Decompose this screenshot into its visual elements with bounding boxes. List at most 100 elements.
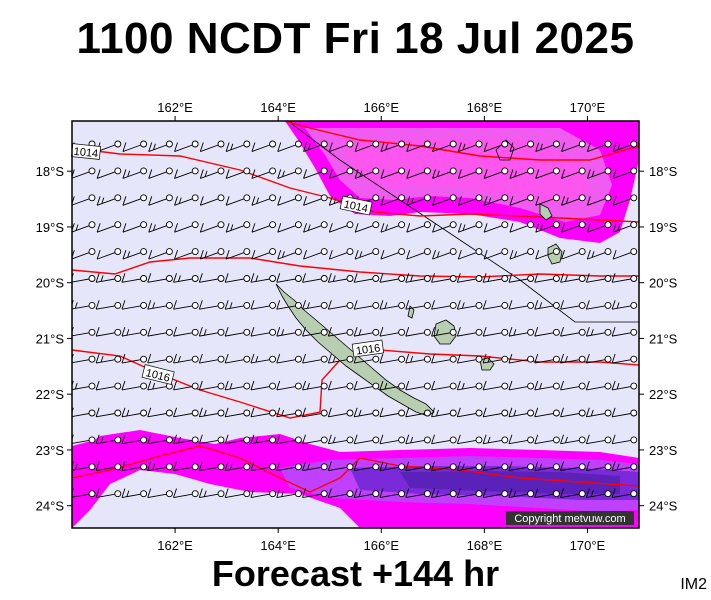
wind-barb xyxy=(72,167,96,179)
wind-barb xyxy=(482,407,509,418)
wind-barb xyxy=(303,194,328,206)
isobar-label-1016-b: 1016 xyxy=(144,367,171,385)
wind-barb xyxy=(96,167,122,179)
wind-barb xyxy=(72,194,96,206)
wind-barb xyxy=(198,488,225,498)
wind-barb xyxy=(432,167,457,179)
wind-barb xyxy=(508,380,535,391)
wind-barb xyxy=(456,434,483,445)
wind-barb xyxy=(95,434,122,445)
wind-barb xyxy=(560,300,586,310)
wind-barb xyxy=(509,167,535,179)
wind-barb xyxy=(328,140,354,152)
wind-barb xyxy=(379,380,406,391)
wind-barb xyxy=(250,407,277,418)
wind-barb xyxy=(354,221,380,233)
wind-barb xyxy=(534,273,560,283)
wind-barb xyxy=(224,407,251,418)
lat-label-left: 18°S xyxy=(36,164,65,179)
wind-barb xyxy=(302,326,328,337)
wind-barb xyxy=(432,194,457,206)
wind-barb xyxy=(327,273,354,283)
wind-barb xyxy=(251,167,277,179)
wind-barb xyxy=(456,488,483,498)
wind-barb xyxy=(276,434,302,445)
wind-barb xyxy=(122,248,148,260)
wind-barb xyxy=(198,461,225,472)
lon-label-bottom: 162°E xyxy=(157,538,193,553)
lon-label-bottom: 164°E xyxy=(260,538,296,553)
wind-barb xyxy=(327,326,354,337)
wind-barb xyxy=(121,407,148,418)
wind-barb xyxy=(95,461,122,472)
wind-barb xyxy=(121,461,148,472)
wind-barb xyxy=(561,221,586,233)
wind-barb xyxy=(612,140,638,152)
wind-barb xyxy=(482,300,509,310)
wind-barb xyxy=(585,353,612,364)
wind-barb xyxy=(250,461,277,472)
wind-barb xyxy=(198,380,225,391)
wind-barb xyxy=(198,326,225,337)
wind-barb xyxy=(302,488,328,498)
wind-barb xyxy=(379,434,406,445)
wind-barb xyxy=(250,488,277,498)
wind-barb xyxy=(431,434,457,445)
wind-barb xyxy=(482,461,509,472)
wind-barb xyxy=(95,273,122,283)
wind-barb xyxy=(199,167,225,179)
wind-barb xyxy=(276,273,302,283)
wind-barb xyxy=(277,194,302,206)
wind-barb xyxy=(353,353,380,364)
wind-barb xyxy=(406,248,431,260)
wind-barb xyxy=(96,194,122,206)
wind-barb xyxy=(585,407,612,418)
wind-barb xyxy=(198,407,225,418)
wind-barb xyxy=(224,380,251,391)
wind-barb xyxy=(431,488,457,498)
wind-barb xyxy=(457,194,483,206)
wind-barb xyxy=(276,380,302,391)
wind-barb xyxy=(611,300,638,310)
wind-barb xyxy=(72,488,96,498)
wind-barb xyxy=(276,461,302,472)
wind-barb xyxy=(586,248,612,260)
wind-barb xyxy=(251,194,277,206)
wind-barb xyxy=(432,221,457,233)
wind-barb xyxy=(72,434,96,444)
wind-barb xyxy=(483,140,509,152)
wind-barb xyxy=(173,434,199,445)
wind-barb xyxy=(482,273,509,283)
lon-label-top: 168°E xyxy=(467,100,503,115)
wind-barb xyxy=(198,273,225,283)
wind-barb xyxy=(147,353,173,364)
isobar-label-1014-b: 1014 xyxy=(343,199,369,216)
lat-label-right: 22°S xyxy=(649,387,678,402)
lat-label-left: 23°S xyxy=(36,443,65,458)
wind-barb xyxy=(174,248,199,260)
lat-label-right: 24°S xyxy=(649,499,678,514)
wind-barb xyxy=(122,221,148,233)
wind-barb xyxy=(72,273,96,283)
wind-barb xyxy=(431,353,457,364)
wind-barb xyxy=(535,194,560,206)
wind-barb xyxy=(122,167,148,179)
wind-barb xyxy=(327,488,354,498)
wind-barb xyxy=(406,167,431,179)
wind-barb xyxy=(250,353,277,364)
wind-barb xyxy=(250,326,277,337)
wind-barb xyxy=(560,353,586,364)
wind-barb xyxy=(406,221,431,233)
forecast-label: Forecast +144 hr xyxy=(211,553,500,594)
wind-barb xyxy=(508,434,535,445)
wind-barb xyxy=(173,273,199,283)
wind-barb xyxy=(611,353,638,364)
wind-barb xyxy=(121,300,148,310)
wind-barb xyxy=(380,194,406,206)
wind-barb xyxy=(95,353,122,364)
lon-label-bottom: 166°E xyxy=(363,538,399,553)
rain-area-northeast xyxy=(285,121,639,243)
wind-barb xyxy=(72,300,96,310)
wind-barb xyxy=(457,167,483,179)
wind-barb xyxy=(173,461,199,472)
